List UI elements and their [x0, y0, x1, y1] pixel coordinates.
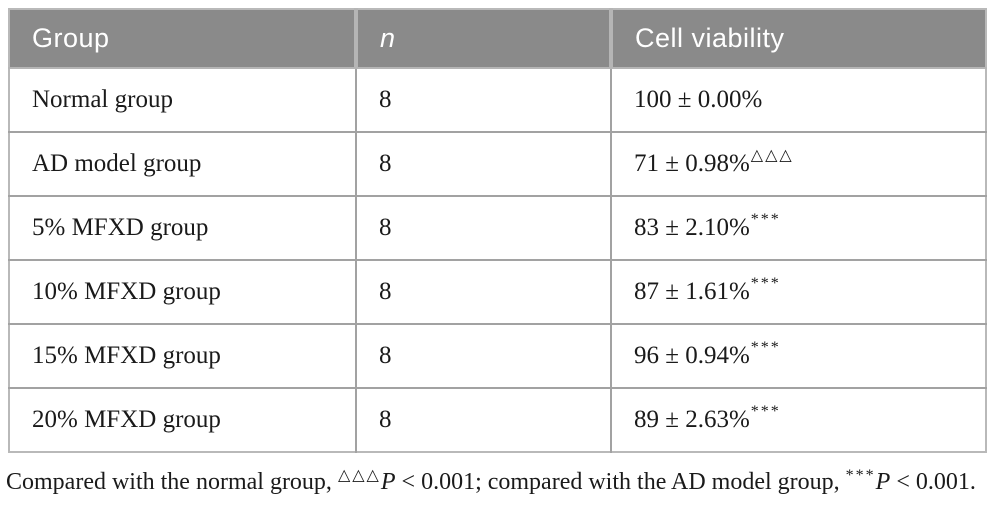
- footnote: Compared with the normal group, △△△P < 0…: [6, 465, 988, 502]
- n-cell: 8: [355, 131, 611, 196]
- footnote-text-2: < 0.001; compared with the AD model grou…: [395, 469, 846, 495]
- viability-cell: 87 ± 1.61%***: [610, 259, 986, 324]
- viability-superscript: △△△: [750, 147, 794, 164]
- n-cell: 8: [355, 259, 611, 324]
- p-value-symbol: P: [875, 469, 891, 495]
- header-row: Group n Cell viability: [9, 9, 986, 68]
- viability-superscript: ***: [750, 403, 781, 420]
- table-row: AD model group 8 71 ± 0.98%△△△: [9, 131, 986, 196]
- viability-value: 87 ± 1.61%: [634, 278, 750, 305]
- viability-value: 71 ± 0.98%: [634, 150, 750, 177]
- group-cell: 15% MFXD group: [9, 323, 356, 388]
- footnote-text-1: Compared with the normal group,: [6, 469, 338, 495]
- viability-superscript: ***: [750, 275, 781, 292]
- viability-value: 83 ± 2.10%: [634, 214, 750, 241]
- triangle-superscript: △△△: [337, 467, 381, 484]
- footnote-text-3: < 0.001.: [890, 469, 976, 495]
- viability-superscript: ***: [750, 211, 781, 228]
- table-row: Normal group 8 100 ± 0.00%: [9, 67, 986, 132]
- viability-superscript: ***: [750, 339, 781, 356]
- col-header-n: n: [354, 9, 611, 68]
- viability-cell: 83 ± 2.10%***: [610, 195, 986, 260]
- col-header-cell-viability: Cell viability: [609, 9, 986, 68]
- viability-cell: 100 ± 0.00%: [610, 67, 986, 132]
- group-cell: 10% MFXD group: [9, 259, 356, 324]
- viability-value: 89 ± 2.63%: [634, 406, 750, 433]
- col-header-group: Group: [9, 9, 356, 68]
- n-cell: 8: [355, 323, 611, 388]
- document-page: Group n Cell viability Normal group 8 10…: [0, 8, 993, 528]
- group-cell: AD model group: [9, 131, 356, 196]
- group-cell: 20% MFXD group: [9, 387, 356, 452]
- viability-value: 96 ± 0.94%: [634, 342, 750, 369]
- asterisk-superscript: ***: [845, 467, 876, 484]
- n-cell: 8: [355, 67, 611, 132]
- table-row: 5% MFXD group 8 83 ± 2.10%***: [9, 195, 986, 260]
- viability-cell: 96 ± 0.94%***: [610, 323, 986, 388]
- n-cell: 8: [355, 195, 611, 260]
- table-row: 20% MFXD group 8 89 ± 2.63%***: [9, 387, 986, 452]
- table-row: 15% MFXD group 8 96 ± 0.94%***: [9, 323, 986, 388]
- p-value-symbol: P: [380, 469, 396, 495]
- results-table: Group n Cell viability Normal group 8 10…: [8, 8, 987, 453]
- n-cell: 8: [355, 387, 611, 452]
- group-cell: 5% MFXD group: [9, 195, 356, 260]
- viability-cell: 71 ± 0.98%△△△: [610, 131, 986, 196]
- viability-value: 100 ± 0.00%: [634, 86, 763, 113]
- viability-cell: 89 ± 2.63%***: [610, 387, 986, 452]
- table-row: 10% MFXD group 8 87 ± 1.61%***: [9, 259, 986, 324]
- group-cell: Normal group: [9, 67, 356, 132]
